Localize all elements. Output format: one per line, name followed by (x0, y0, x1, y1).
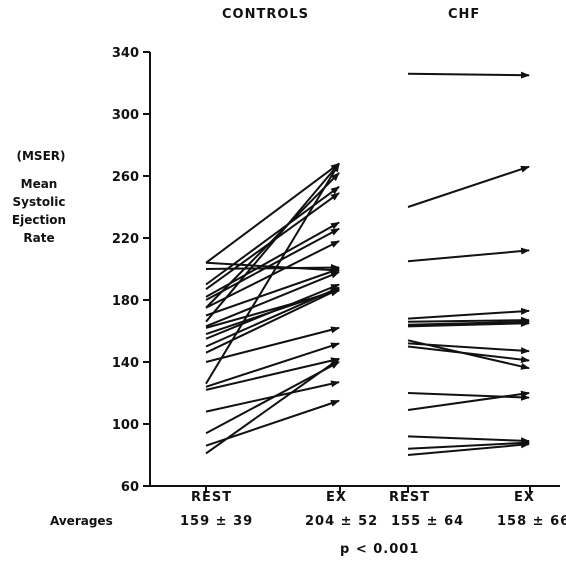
slope-arrow-controls (205, 283, 340, 340)
average-controls-rest: 159 ± 39 (180, 514, 254, 529)
slope-arrow-chf (407, 316, 530, 324)
slope-arrow-controls (205, 172, 340, 309)
slope-arrow-chf (407, 345, 530, 364)
slope-arrow-controls (205, 227, 340, 301)
averages-label: Averages (50, 514, 113, 528)
y-tick-label: 300 (112, 108, 139, 123)
y-axis-abbrev: (MSER) (16, 149, 66, 163)
slope-arrow-controls (205, 342, 340, 388)
slope-arrow-controls (205, 326, 340, 363)
slope-arrow-controls (205, 271, 340, 328)
slope-arrow-controls (205, 286, 340, 348)
slope-arrow-controls (205, 399, 340, 447)
slope-arrow-chf (407, 342, 530, 355)
y-tick-label: 60 (121, 480, 139, 495)
slope-arrow-controls (205, 261, 340, 274)
x-label-chf-rest: REST (389, 490, 431, 505)
slope-arrow-controls (205, 162, 340, 385)
slope-arrow-chf (407, 319, 530, 328)
slope-arrow-controls (205, 221, 340, 298)
average-controls-ex: 204 ± 52 (305, 514, 379, 529)
group-title-chf: CHF (448, 7, 481, 22)
slope-arrow-controls (205, 268, 340, 317)
slope-arrow-chf (407, 318, 530, 326)
slope-arrow-chf (407, 392, 530, 401)
x-label-controls-ex: EX (326, 490, 347, 505)
y-axis: 60 100 140 180 220 260 300 340 (112, 46, 560, 495)
slope-arrow-chf (407, 441, 530, 456)
average-chf-rest: 155 ± 64 (391, 514, 465, 529)
y-axis-label-line-2: Systolic (12, 195, 66, 209)
slope-arrow-chf (407, 165, 530, 208)
x-label-controls-rest: REST (191, 490, 233, 505)
slope-arrow-controls (205, 162, 340, 323)
y-tick-label: 100 (112, 418, 139, 433)
group-title-controls: CONTROLS (222, 7, 310, 22)
slope-arrow-chf (407, 439, 530, 450)
slope-arrow-chf (407, 435, 530, 445)
y-tick-label: 140 (112, 356, 139, 371)
slope-arrow-chf (407, 307, 530, 320)
y-axis-label-line-1: Mean (20, 177, 58, 191)
y-axis-label-line-4: Rate (23, 231, 55, 245)
y-tick-label: 180 (112, 294, 139, 309)
slope-arrow-controls (205, 186, 340, 286)
y-tick-label: 220 (112, 232, 139, 247)
slope-arrow-controls (205, 288, 340, 354)
y-tick-label: 340 (112, 46, 139, 61)
average-chf-ex: 158 ± 66 (497, 514, 566, 529)
slope-arrow-controls (205, 357, 340, 391)
y-axis-label-line-3: Ejection (11, 213, 67, 227)
slope-arrow-chf (407, 71, 530, 79)
slope-arrow-chf (407, 390, 530, 412)
slope-arrow-controls (205, 162, 340, 264)
slope-arrow-chf (407, 247, 530, 263)
p-value-annotation: p < 0.001 (340, 542, 420, 557)
x-label-chf-ex: EX (514, 490, 535, 505)
y-tick-label: 260 (112, 170, 139, 185)
series-lines (205, 71, 530, 456)
